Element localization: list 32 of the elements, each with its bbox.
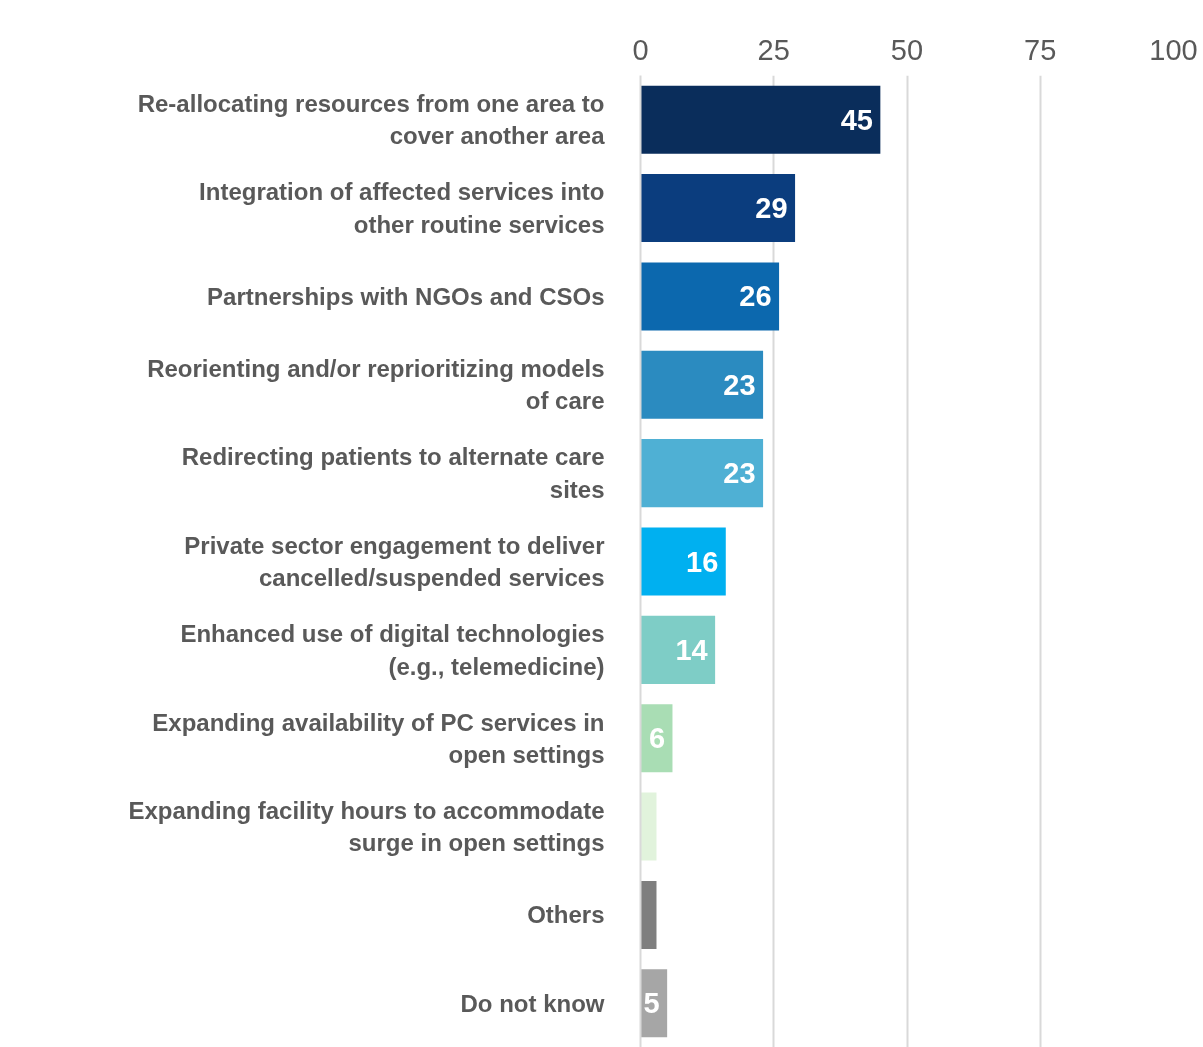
- y-tick-label: Do not know: [460, 989, 605, 1017]
- data-label: 23: [723, 368, 756, 401]
- y-tick-label: Others: [527, 901, 605, 929]
- bar: [640, 615, 716, 684]
- data-label: 29: [755, 192, 788, 225]
- x-tick-label: 75: [1024, 33, 1057, 66]
- y-tick-label: Private sector engagement to deliver cancelled/suspended services: [184, 531, 605, 592]
- y-tick-label: Reorienting and/or reprioritizing models of care: [147, 355, 605, 415]
- y-tick-label: Expanding facility hours to accommodate surge in open settings: [128, 796, 605, 857]
- data-label: 14: [675, 633, 708, 666]
- data-label: 45: [840, 103, 873, 136]
- y-tick-label: Redirecting patients to alternate care sites: [181, 443, 605, 503]
- y-tick-label: Integration of affected services into other routine services: [199, 178, 605, 238]
- bar: [640, 174, 796, 243]
- data-label: 26: [739, 280, 772, 313]
- data-label: 6: [648, 722, 666, 755]
- bar: [640, 439, 764, 508]
- data-label: 16: [686, 545, 719, 578]
- x-tick-label: 25: [757, 33, 790, 66]
- bar: [640, 85, 881, 154]
- x-tick-label: 100: [1149, 33, 1198, 66]
- y-tick-label: Partnerships with NGOs and CSOs: [207, 282, 605, 310]
- bar: [640, 262, 780, 331]
- y-tick-label: Enhanced use of digital technologies (e.g., telemedicine): [180, 620, 605, 680]
- bar: [640, 527, 726, 596]
- x-tick-label: 0: [632, 33, 649, 66]
- x-tick-label: 50: [890, 33, 924, 66]
- y-tick-label: Re-allocating resources from one area to cover another area: [137, 89, 606, 150]
- y-tick-label: Expanding availability of PC services in open settings: [152, 708, 605, 768]
- data-label: 23: [723, 457, 756, 490]
- data-label: 5: [643, 987, 660, 1020]
- bar: [640, 350, 764, 419]
